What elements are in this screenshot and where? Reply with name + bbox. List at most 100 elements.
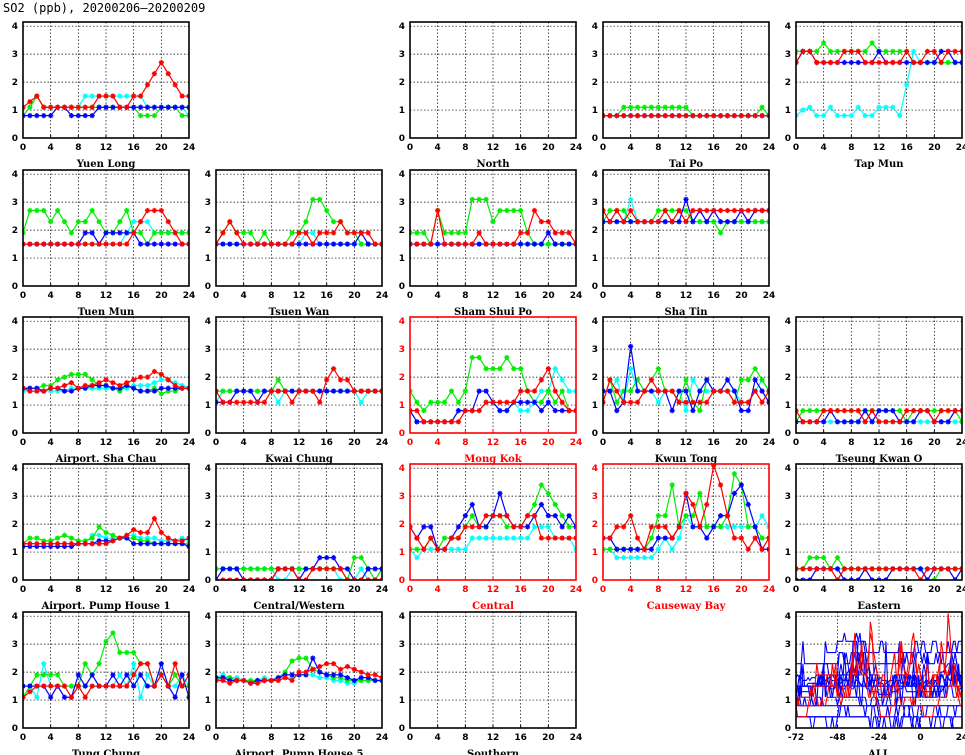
y-tick-label: 1 xyxy=(205,401,211,411)
data-point xyxy=(310,672,316,678)
data-point xyxy=(179,538,185,544)
data-point xyxy=(61,543,68,550)
data-point xyxy=(655,104,661,110)
data-point xyxy=(165,538,171,544)
data-point xyxy=(497,207,503,214)
data-point xyxy=(483,196,489,202)
data-point xyxy=(317,241,323,247)
x-tick-label: 16 xyxy=(707,291,720,301)
data-point xyxy=(683,388,689,394)
y-tick-label: 1 xyxy=(399,254,405,264)
data-point xyxy=(310,666,316,672)
data-point xyxy=(683,408,689,414)
data-point xyxy=(441,419,448,425)
data-point xyxy=(89,541,95,547)
data-point xyxy=(330,388,337,394)
data-point xyxy=(834,566,841,572)
x-tick-label: 16 xyxy=(707,143,720,153)
data-point xyxy=(179,535,185,541)
data-point xyxy=(137,672,144,678)
plot-area xyxy=(796,555,962,580)
x-tick-label: 8 xyxy=(848,585,854,595)
data-point xyxy=(566,535,572,541)
data-point xyxy=(254,388,261,394)
data-point xyxy=(317,399,323,405)
data-point xyxy=(759,388,765,394)
data-point xyxy=(952,59,958,66)
data-point xyxy=(931,419,937,425)
data-point xyxy=(234,230,240,236)
data-point xyxy=(89,683,95,689)
x-tick-label: 20 xyxy=(155,733,168,743)
data-point xyxy=(641,219,648,225)
data-point xyxy=(910,408,917,414)
data-point xyxy=(814,48,820,54)
x-tick-label: 12 xyxy=(100,585,113,595)
data-point xyxy=(144,538,151,544)
data-point xyxy=(490,219,496,225)
y-tick-label: 0 xyxy=(785,576,791,586)
data-point xyxy=(165,541,171,547)
data-point xyxy=(358,566,364,572)
data-point xyxy=(247,230,254,236)
data-point xyxy=(738,377,744,383)
x-tick-label: 0 xyxy=(917,733,923,743)
data-point xyxy=(855,59,861,66)
data-point xyxy=(704,207,710,214)
data-point xyxy=(497,241,503,247)
data-point xyxy=(924,48,931,54)
data-point xyxy=(697,399,703,405)
plot-frame xyxy=(22,316,190,434)
data-point xyxy=(641,104,648,110)
data-point xyxy=(351,388,357,394)
data-point xyxy=(117,104,123,110)
data-point xyxy=(365,388,371,394)
data-point xyxy=(275,241,281,247)
data-point xyxy=(628,366,634,372)
data-point xyxy=(268,388,274,394)
y-tick-label: 0 xyxy=(12,282,18,292)
data-point xyxy=(655,388,661,394)
x-tick-label: -72 xyxy=(788,733,804,743)
data-point xyxy=(800,419,806,425)
x-tick-label: 0 xyxy=(20,143,26,153)
data-point xyxy=(655,366,661,372)
data-point xyxy=(137,541,144,547)
data-point xyxy=(518,241,524,247)
x-tick-label: 16 xyxy=(127,733,140,743)
data-point xyxy=(607,113,613,119)
data-point xyxy=(165,683,171,689)
data-point xyxy=(82,541,88,547)
data-point xyxy=(814,113,820,119)
data-point xyxy=(282,669,288,675)
data-point xyxy=(144,219,151,225)
x-tick-label: 12 xyxy=(293,291,306,301)
data-point xyxy=(144,104,151,110)
data-point xyxy=(131,541,137,547)
x-tick-label: 24 xyxy=(570,585,583,595)
x-tick-label: 0 xyxy=(793,438,799,448)
x-tick-label: 8 xyxy=(848,438,854,448)
y-tick-label: 0 xyxy=(399,134,405,144)
data-point xyxy=(89,377,95,383)
data-point xyxy=(924,59,931,66)
y-tick-label: 3 xyxy=(592,198,598,208)
data-point xyxy=(27,241,33,247)
data-point xyxy=(310,566,316,572)
data-point xyxy=(690,513,696,519)
data-point xyxy=(759,207,765,214)
data-point xyxy=(179,382,185,389)
data-point xyxy=(448,241,455,247)
data-point xyxy=(538,219,545,225)
data-point xyxy=(137,93,144,99)
x-tick-label: 8 xyxy=(655,585,661,595)
plot-frame xyxy=(215,169,383,287)
data-point xyxy=(945,419,951,425)
data-point xyxy=(655,113,661,119)
plot-frame xyxy=(22,21,190,139)
data-point xyxy=(518,408,524,414)
data-point xyxy=(628,399,634,405)
